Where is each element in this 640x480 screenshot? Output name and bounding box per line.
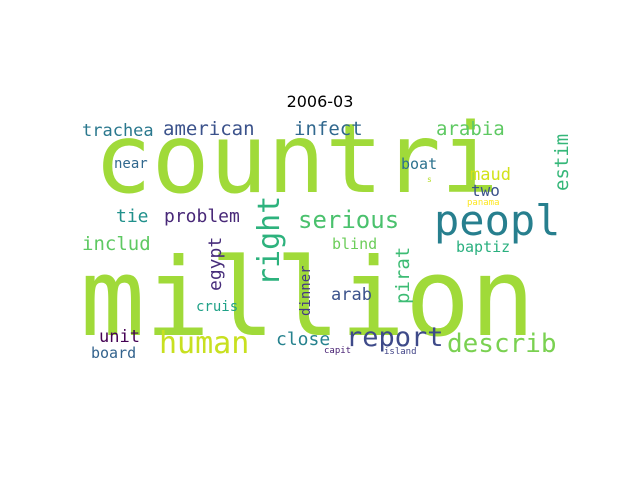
- word-peopl: peopl: [434, 196, 561, 245]
- word-right: right: [252, 195, 287, 286]
- word-dinner: dinner: [298, 265, 314, 316]
- word-blind: blind: [332, 235, 378, 253]
- word-arabia: arabia: [436, 118, 505, 140]
- word-egypt: egypt: [205, 236, 226, 291]
- word-trachea: trachea: [82, 121, 154, 141]
- word-million: million: [80, 236, 536, 361]
- word-arab: arab: [331, 285, 372, 305]
- word-near: near: [114, 156, 148, 172]
- word-baptiz: baptiz: [456, 238, 511, 256]
- word-describ: describ: [447, 329, 557, 359]
- word-close: close: [276, 329, 331, 350]
- word-s: s: [427, 175, 432, 184]
- word-report: report: [346, 322, 444, 353]
- word-island: island: [384, 347, 417, 357]
- word-human: human: [159, 326, 250, 361]
- word-problem: problem: [164, 206, 240, 227]
- word-capit: capit: [324, 346, 352, 356]
- word-cloud: countri million peopl human report descr…: [80, 111, 573, 362]
- word-unit: unit: [99, 327, 140, 347]
- word-maud: maud: [470, 165, 511, 185]
- word-estim: estim: [551, 133, 573, 191]
- chart-title: 2006-03: [286, 92, 354, 111]
- word-infect: infect: [294, 118, 363, 140]
- word-boat: boat: [401, 155, 438, 173]
- word-board: board: [91, 344, 137, 362]
- word-american: american: [163, 118, 255, 140]
- word-panama: panama: [467, 198, 500, 208]
- word-countri: countri: [94, 103, 499, 215]
- word-includ: includ: [82, 233, 151, 255]
- word-serious: serious: [298, 206, 400, 234]
- word-tie: tie: [116, 206, 149, 227]
- word-cruis: cruis: [196, 299, 239, 315]
- word-two: two: [471, 181, 500, 200]
- word-pirat: pirat: [392, 246, 414, 304]
